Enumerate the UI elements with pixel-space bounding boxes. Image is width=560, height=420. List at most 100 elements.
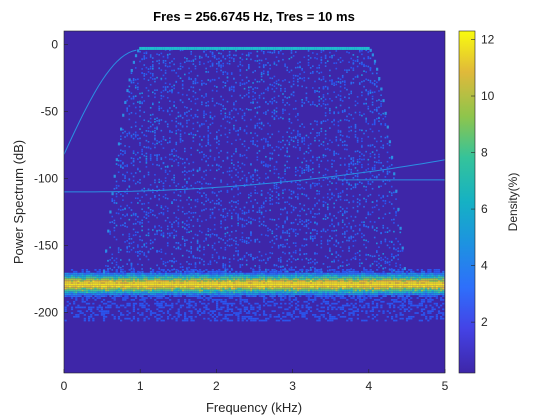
density-cell bbox=[79, 272, 82, 275]
density-cell bbox=[241, 291, 244, 294]
density-cell bbox=[316, 282, 319, 284]
density-cell bbox=[207, 285, 210, 288]
density-cell bbox=[269, 295, 272, 297]
density-cell bbox=[288, 166, 291, 169]
density-cell bbox=[94, 299, 97, 301]
density-cell bbox=[145, 146, 148, 149]
density-cell bbox=[179, 114, 182, 117]
density-cell bbox=[169, 158, 171, 161]
density-cell bbox=[122, 282, 125, 284]
density-cell bbox=[294, 46, 298, 50]
density-cell bbox=[277, 276, 281, 279]
density-cell bbox=[196, 278, 200, 281]
density-cell bbox=[143, 202, 146, 205]
density-cell bbox=[209, 216, 212, 219]
density-cell bbox=[324, 280, 328, 282]
density-cell bbox=[149, 282, 153, 284]
density-cell bbox=[322, 282, 325, 284]
density-cell bbox=[143, 293, 146, 296]
density-cell bbox=[198, 63, 201, 66]
density-cell bbox=[130, 72, 133, 74]
density-cell bbox=[205, 155, 207, 157]
density-cell bbox=[324, 287, 328, 290]
density-cell bbox=[211, 278, 214, 281]
density-cell bbox=[297, 280, 300, 282]
density-cell bbox=[156, 319, 159, 322]
density-cell bbox=[222, 263, 225, 265]
density-cell bbox=[237, 282, 240, 284]
density-cell bbox=[107, 278, 110, 281]
density-cell bbox=[126, 304, 129, 307]
density-cell bbox=[201, 103, 203, 106]
density-cell bbox=[68, 280, 71, 282]
density-cell bbox=[181, 80, 184, 82]
density-cell bbox=[241, 209, 244, 212]
density-cell bbox=[160, 180, 163, 183]
density-cell bbox=[166, 123, 169, 125]
density-cell bbox=[186, 181, 188, 183]
density-cell bbox=[228, 297, 232, 299]
density-cell bbox=[320, 143, 323, 145]
density-cell bbox=[309, 269, 312, 271]
density-cell bbox=[269, 64, 271, 67]
density-cell bbox=[115, 276, 118, 279]
density-cell bbox=[92, 317, 95, 320]
density-cell bbox=[122, 113, 125, 117]
density-cell bbox=[254, 276, 257, 279]
density-cell bbox=[284, 295, 287, 297]
density-cell bbox=[258, 59, 261, 62]
density-cell bbox=[134, 86, 137, 89]
density-cell bbox=[203, 310, 206, 313]
density-cell bbox=[109, 285, 112, 288]
density-cell bbox=[171, 201, 173, 203]
density-cell bbox=[230, 57, 233, 59]
density-cell bbox=[220, 276, 223, 279]
density-cell bbox=[145, 155, 148, 158]
density-cell bbox=[134, 251, 137, 253]
density-cell bbox=[156, 159, 158, 161]
density-cell bbox=[303, 278, 306, 281]
density-cell bbox=[139, 280, 142, 282]
density-cell bbox=[154, 295, 157, 297]
density-cell bbox=[94, 274, 97, 277]
density-cell bbox=[119, 142, 122, 145]
density-cell bbox=[75, 274, 78, 277]
density-cell bbox=[243, 272, 246, 275]
density-cell bbox=[282, 293, 285, 296]
density-cell bbox=[320, 284, 323, 286]
density-cell bbox=[152, 130, 154, 133]
density-cell bbox=[179, 291, 182, 294]
density-cell bbox=[105, 274, 108, 277]
density-cell bbox=[284, 280, 287, 282]
density-cell bbox=[126, 282, 129, 284]
density-cell bbox=[201, 302, 204, 305]
density-cell bbox=[171, 165, 173, 167]
density-cell bbox=[303, 274, 306, 277]
density-cell bbox=[126, 310, 129, 313]
density-cell bbox=[156, 297, 159, 299]
density-cell bbox=[235, 206, 237, 209]
density-cell bbox=[171, 317, 174, 320]
density-cell bbox=[218, 308, 221, 311]
density-cell bbox=[209, 280, 212, 282]
density-cell bbox=[312, 65, 314, 67]
density-cell bbox=[216, 295, 219, 297]
density-cell bbox=[115, 193, 118, 195]
density-cell bbox=[267, 291, 270, 294]
density-cell bbox=[299, 289, 302, 292]
density-cell bbox=[250, 239, 252, 242]
density-cell bbox=[70, 278, 74, 281]
density-cell bbox=[162, 195, 165, 198]
density-cell bbox=[228, 238, 231, 241]
density-cell bbox=[307, 299, 310, 301]
density-cell bbox=[126, 247, 128, 250]
density-cell bbox=[226, 284, 229, 286]
density-cell bbox=[265, 278, 268, 281]
density-cell bbox=[190, 284, 193, 286]
density-cell bbox=[194, 79, 197, 82]
density-cell bbox=[90, 272, 93, 275]
density-cell bbox=[87, 308, 91, 311]
density-cell bbox=[305, 134, 308, 137]
density-cell bbox=[320, 51, 323, 54]
density-cell bbox=[70, 306, 74, 309]
